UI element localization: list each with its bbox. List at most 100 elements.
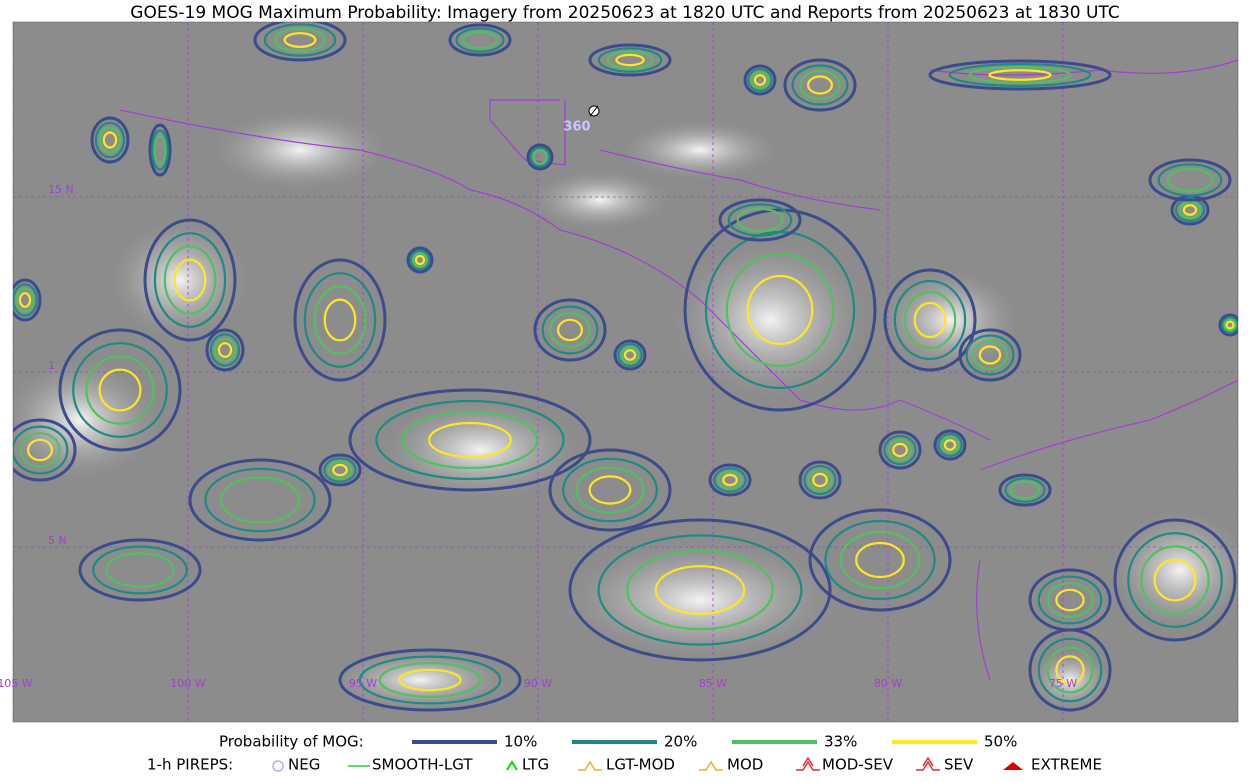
contour (753, 74, 767, 86)
contour (597, 47, 663, 73)
contour (151, 129, 169, 171)
legend-label: SEV (944, 756, 974, 774)
contour (588, 475, 632, 505)
contour (1127, 532, 1223, 628)
contour (943, 439, 957, 451)
map-frame (12, 21, 1239, 723)
contour (958, 328, 1022, 382)
lon-label: 105 W (0, 677, 33, 690)
legend-label: MOD-SEV (822, 756, 894, 774)
contour (217, 342, 233, 358)
lon-label: 100 W (170, 677, 205, 690)
contour (940, 436, 960, 454)
contour (606, 50, 654, 70)
contour (978, 345, 1002, 365)
lon-label: 90 W (524, 677, 552, 690)
contour (617, 342, 643, 368)
contour (736, 207, 784, 233)
contour (13, 283, 38, 317)
contour (808, 508, 952, 612)
contour (1153, 558, 1197, 602)
lat-label: 15 N (48, 183, 74, 196)
legend-label: 50% (984, 733, 1017, 751)
contour (205, 328, 245, 372)
map: 15 N15 N (13, 22, 1238, 722)
contour (98, 126, 122, 154)
legend-title: Probability of MOG: (219, 733, 364, 751)
contour (273, 27, 327, 53)
legend-icon (506, 760, 518, 771)
contour (358, 655, 502, 705)
contour (219, 476, 301, 524)
contour (19, 432, 61, 468)
legend-title: 1-h PIREPS: (147, 756, 233, 774)
contour (746, 274, 814, 346)
contour (163, 245, 217, 315)
contour (18, 292, 32, 308)
title: GOES-19 MOG Maximum Probability: Imagery… (130, 3, 1119, 23)
contour (743, 64, 777, 96)
contour (1046, 646, 1094, 694)
contour (568, 518, 832, 662)
contour (892, 442, 908, 458)
contour (94, 121, 126, 159)
contour (1037, 575, 1103, 625)
legend-label: SMOOTH-LGT (372, 756, 473, 774)
contour (78, 538, 202, 602)
contour (937, 432, 963, 458)
contour (718, 198, 802, 242)
contour (798, 460, 842, 500)
contour (102, 131, 118, 149)
legend-icon (916, 756, 940, 771)
contour (887, 438, 913, 462)
contour (855, 541, 905, 579)
legend-label: EXTREME (1031, 756, 1102, 774)
cloud (1110, 510, 1238, 630)
cloud (560, 540, 840, 660)
contour (529, 146, 551, 168)
legend-icon (796, 756, 820, 771)
contour (613, 339, 647, 371)
legend-icon (699, 760, 723, 771)
contour (548, 448, 672, 532)
contour (791, 64, 849, 106)
contour (526, 143, 554, 171)
contour (750, 71, 770, 89)
contour (253, 22, 347, 62)
contour (883, 268, 977, 372)
legend-label: MOD (727, 756, 763, 774)
contour (683, 208, 877, 412)
contour (188, 458, 332, 542)
contour (318, 453, 362, 487)
lon-label: 85 W (699, 677, 727, 690)
contour (839, 530, 921, 590)
contour (448, 23, 512, 57)
contour (153, 232, 227, 328)
contour (173, 258, 207, 302)
contour (893, 279, 967, 361)
contour (13, 278, 42, 322)
contour (626, 549, 774, 631)
contour (713, 467, 747, 493)
contour (13, 425, 69, 475)
contour (532, 149, 548, 165)
contour (972, 339, 1008, 371)
contour (414, 254, 426, 266)
contour (1046, 582, 1094, 618)
contour (1178, 201, 1202, 219)
contour (98, 368, 142, 412)
contour (313, 285, 367, 355)
legend-label: 20% (664, 733, 697, 751)
contour (1157, 163, 1223, 197)
contour (1004, 477, 1046, 503)
contour (90, 116, 130, 164)
contour (92, 545, 188, 595)
cloud (530, 170, 670, 230)
contour (933, 429, 967, 461)
contour (807, 468, 833, 492)
contour (803, 464, 837, 496)
contour (1223, 318, 1237, 332)
contour (903, 290, 957, 350)
legend-icon (578, 760, 602, 771)
contour (323, 457, 357, 483)
